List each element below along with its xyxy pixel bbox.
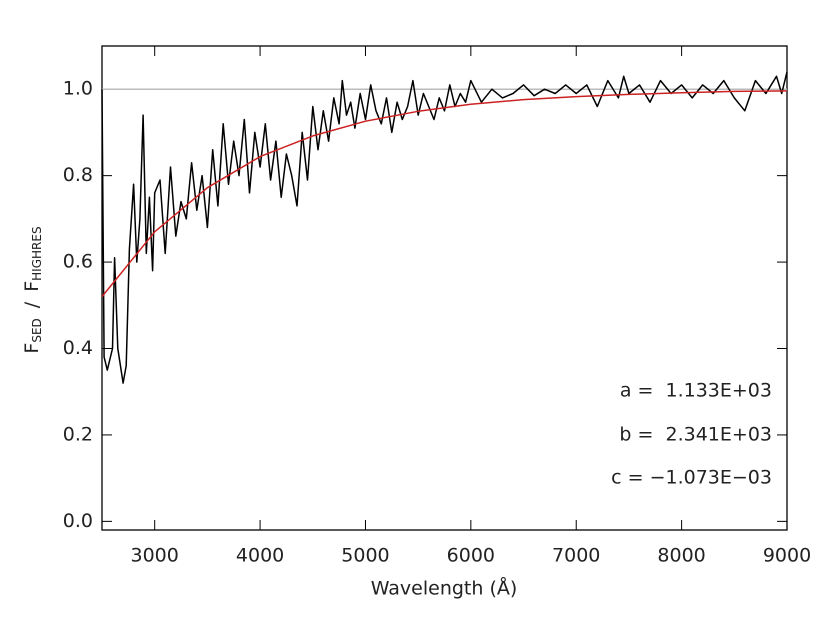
data-line [101, 90, 788, 298]
y-tick-label: 0.2 [63, 423, 93, 445]
annotation: a = 1.133E+03 [620, 380, 772, 402]
x-tick-label: 4000 [236, 545, 284, 567]
y-label-part: / [21, 301, 43, 308]
y-tick-label: 0.0 [63, 510, 93, 532]
y-label-sub: SED [30, 318, 44, 342]
x-tick-label: 7000 [552, 545, 600, 567]
annotation: b = 2.341E+03 [619, 424, 772, 446]
data-line [101, 71, 788, 384]
x-tick-label: 5000 [341, 545, 389, 567]
y-label-sub: HIGHRES [30, 226, 44, 280]
x-axis-label: Wavelength (Å) [371, 577, 518, 600]
y-axis-label: FSED/FHIGHRES [21, 226, 44, 353]
y-tick-label: 0.8 [63, 164, 93, 186]
annotation: c = −1.073E−03 [611, 467, 772, 489]
y-label-part: F [21, 281, 43, 292]
y-tick-label: 1.0 [63, 78, 93, 100]
plot-frame [101, 45, 788, 531]
y-tick-label: 0.4 [63, 337, 93, 359]
y-tick-label: 0.6 [63, 251, 93, 273]
y-label-part: F [21, 343, 43, 354]
x-tick-label: 8000 [657, 545, 705, 567]
x-tick-label: 6000 [447, 545, 495, 567]
x-tick-label: 9000 [763, 545, 811, 567]
x-tick-label: 3000 [131, 545, 179, 567]
